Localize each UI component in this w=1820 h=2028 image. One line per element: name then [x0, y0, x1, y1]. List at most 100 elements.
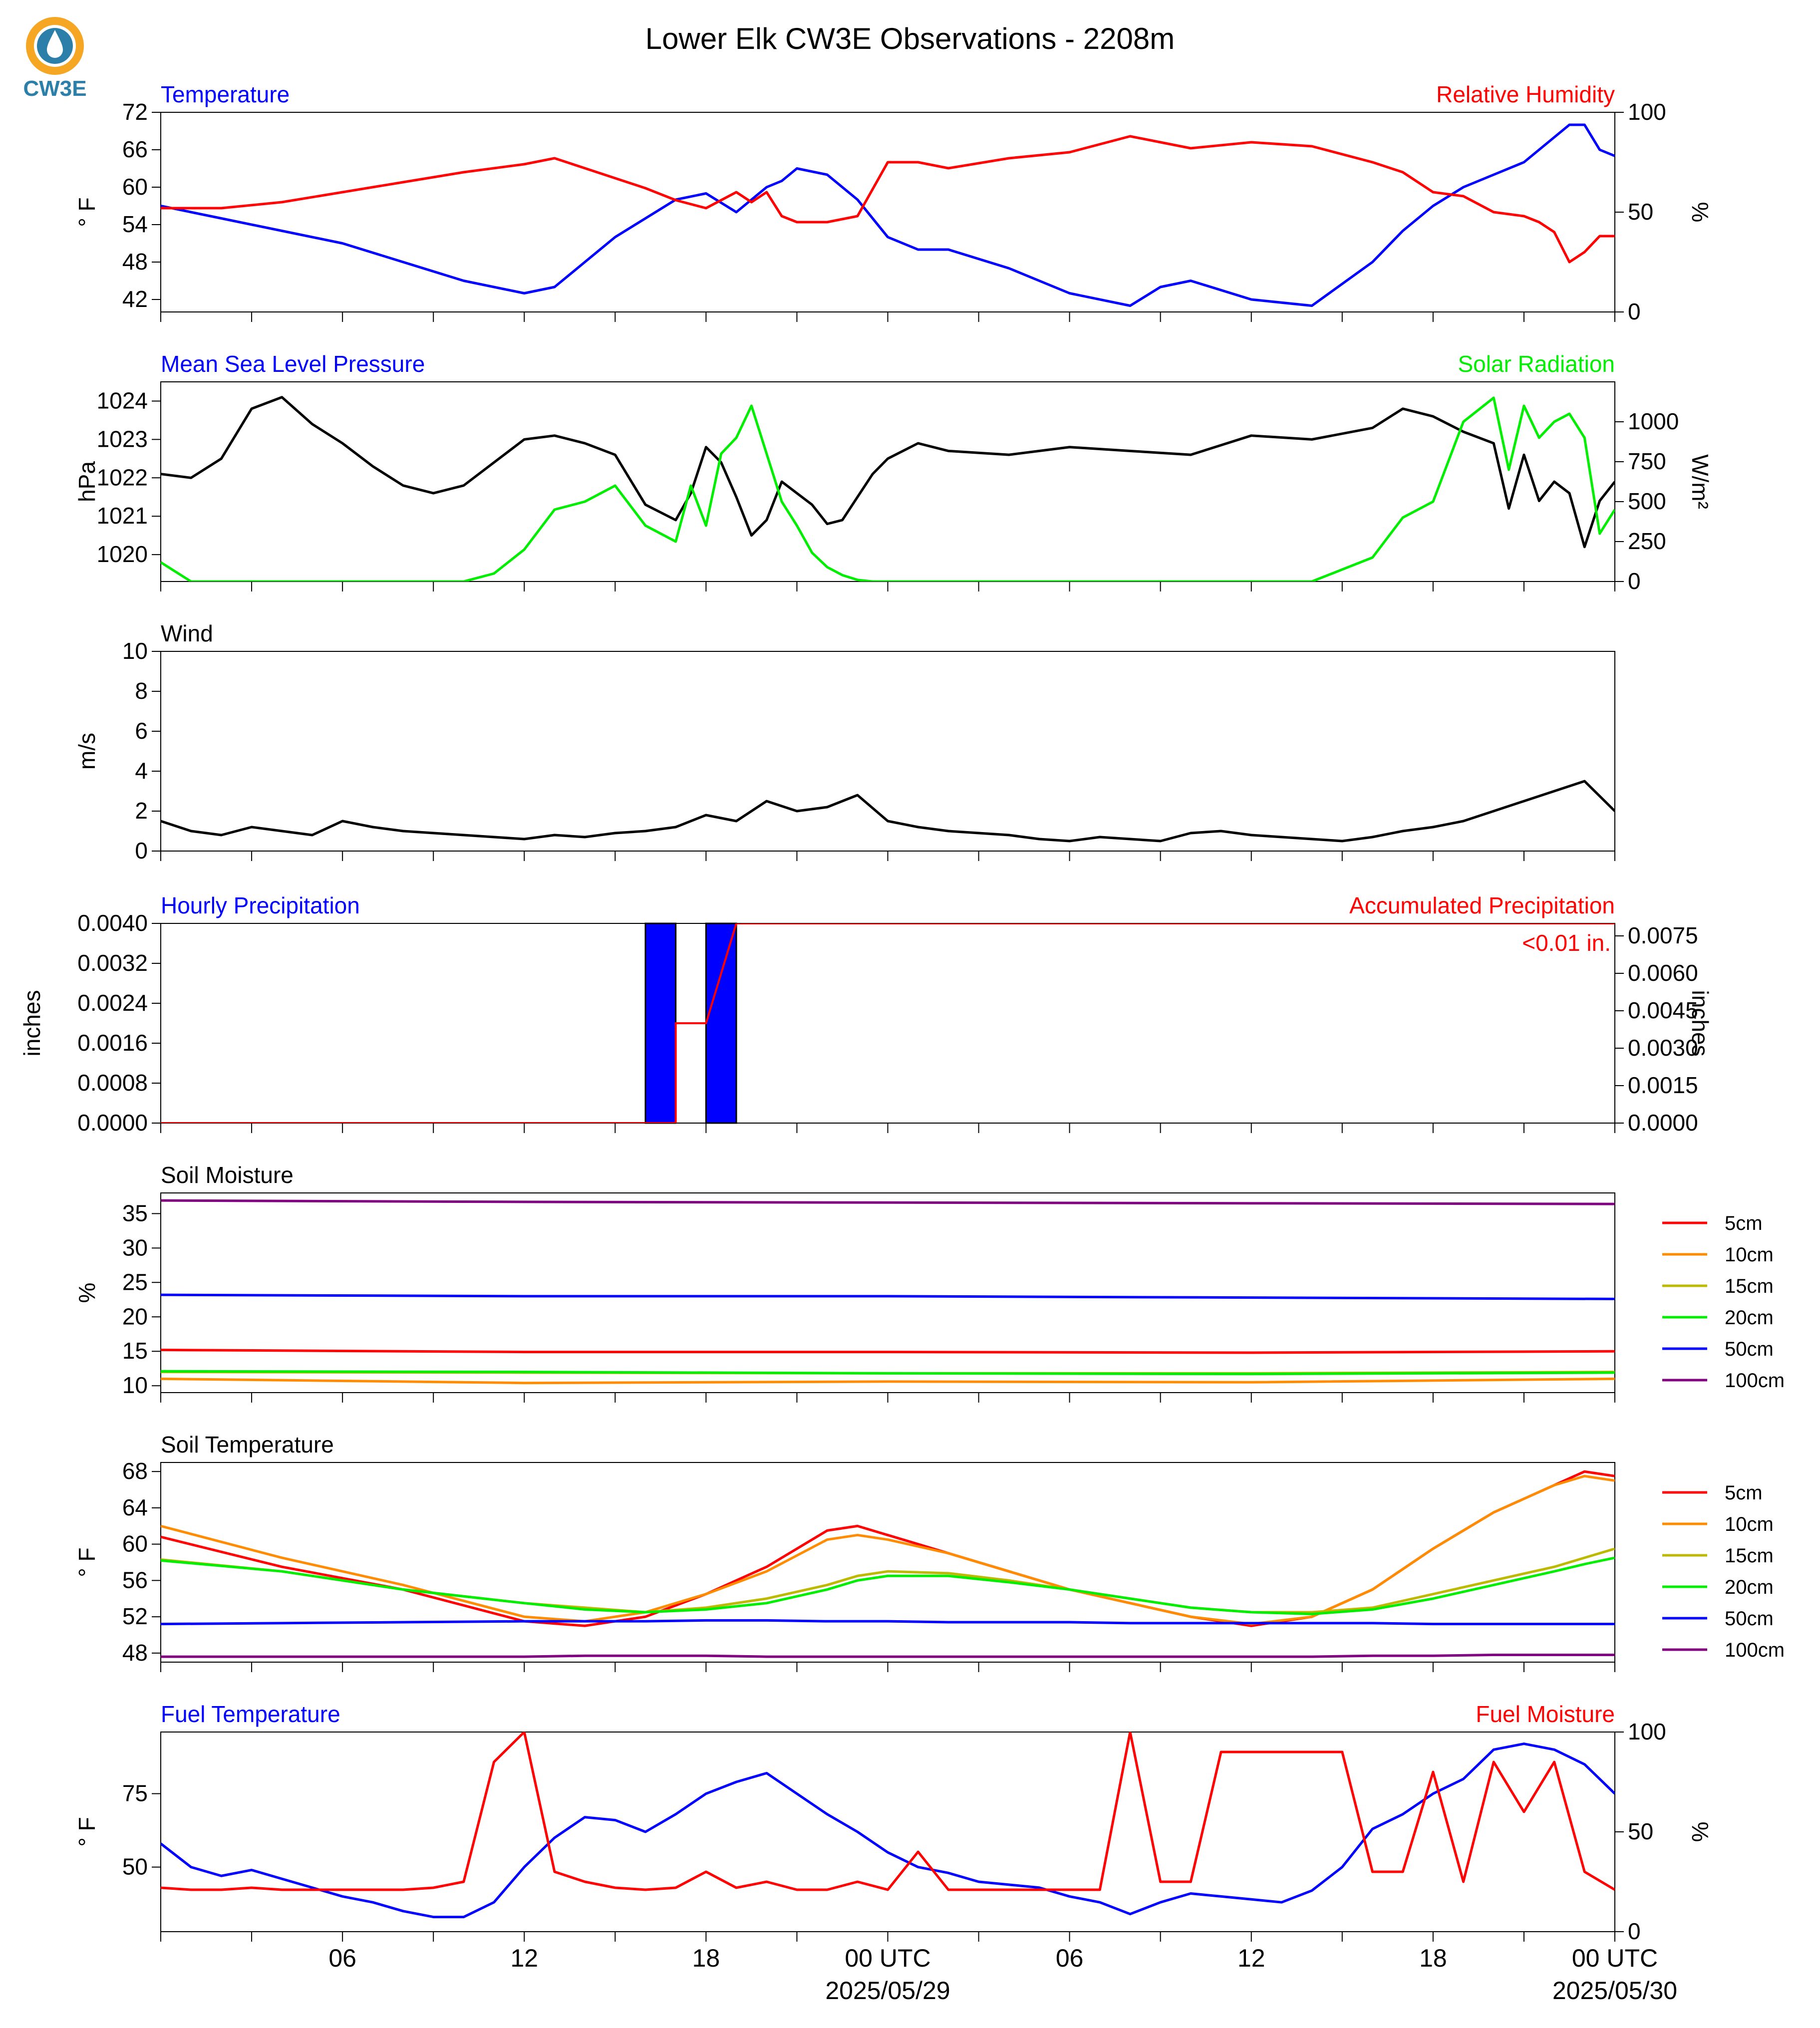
y-tick-label: 2: [135, 798, 148, 824]
y2-tick-label: 0.0000: [1628, 1110, 1698, 1136]
y2-axis-label: %: [1687, 202, 1713, 223]
y-tick-label: 1023: [97, 426, 148, 452]
y2-tick-label: 0.0045: [1628, 997, 1698, 1023]
plot-frame: [160, 1732, 1615, 1932]
panel-5: Soil Moisture 10 15 20 25 30 35% 5cm 10cm 15cm 20c…: [74, 1162, 1785, 1403]
y-tick-label: 60: [122, 174, 148, 200]
panel-2: Mean Sea Level Pressure Solar Radiation 10…: [74, 351, 1713, 594]
panel-1: Temperature Relative Humidity 42 48 54 60 66 72…: [74, 81, 1713, 324]
series-line-1: [161, 1732, 1615, 1891]
y-tick-label: 60: [122, 1531, 148, 1557]
y2-tick-label: 0.0015: [1628, 1072, 1698, 1098]
precip-bar: [644, 922, 677, 1124]
y-tick-label: 10: [122, 638, 148, 664]
legend-label: 20cm: [1725, 1576, 1774, 1598]
y-tick-label: 1020: [97, 541, 148, 567]
plot-frame: [160, 923, 1615, 1124]
y-tick-label: 1022: [97, 464, 148, 490]
series-line-0: [161, 1742, 1615, 1919]
series-line-0: [161, 123, 1615, 307]
plot-frame: [160, 1462, 1615, 1663]
panel-left-title: Soil Moisture: [161, 1162, 294, 1188]
series-line-1: [161, 396, 1615, 581]
series-line-4: [161, 1619, 1615, 1626]
series-line-1: [161, 135, 1615, 264]
y-axis-label: hPa: [74, 461, 100, 502]
plot-frame: [160, 112, 1615, 312]
series-line-1: [161, 1377, 1615, 1385]
y-tick-label: 0.0024: [77, 990, 148, 1016]
y-tick-label: 30: [122, 1234, 148, 1260]
y-tick-label: 25: [122, 1269, 148, 1295]
y-tick-label: 35: [122, 1200, 148, 1226]
y-tick-label: 56: [122, 1567, 148, 1593]
y-tick-label: 6: [135, 718, 148, 744]
legend-label: 10cm: [1725, 1244, 1774, 1266]
y-tick-label: 4: [135, 758, 148, 784]
y2-tick-label: 50: [1628, 199, 1653, 225]
panel-4: Hourly Precipitation Accumulated Precipit…: [19, 892, 1713, 1136]
legend-label: 20cm: [1725, 1307, 1774, 1329]
panel-right-title: Solar Radiation: [1458, 351, 1615, 377]
panel-7: Fuel Temperature Fuel Moisture 50 75 0 50 100 °…: [74, 1701, 1713, 1944]
x-tick-label: 12: [1237, 1944, 1265, 1972]
legend-label: 5cm: [1725, 1212, 1763, 1234]
x-tick-label: 00 UTC: [1572, 1944, 1658, 1972]
panel-right-title: Relative Humidity: [1436, 81, 1615, 107]
y2-axis-label: W/m²: [1687, 454, 1713, 509]
y-axis-label: inches: [19, 990, 45, 1057]
panel-left-title: Soil Temperature: [161, 1432, 334, 1457]
y-tick-label: 15: [122, 1338, 148, 1364]
y2-tick-label: 0.0030: [1628, 1035, 1698, 1061]
panel-left-title: Hourly Precipitation: [161, 892, 360, 918]
series-line-3: [161, 1370, 1615, 1376]
x-tick-label: 12: [510, 1944, 538, 1972]
legend-label: 10cm: [1725, 1513, 1774, 1535]
y-tick-label: 10: [122, 1372, 148, 1398]
y-tick-label: 0.0000: [77, 1110, 148, 1136]
y-tick-label: 48: [122, 1640, 148, 1666]
y2-tick-label: 100: [1628, 99, 1666, 125]
panel-6: Soil Temperature 48 52 56 60 64 68 ° F 5cm 10cm 15…: [74, 1432, 1785, 1672]
legend-label: 50cm: [1725, 1338, 1774, 1360]
y-tick-label: 1024: [97, 387, 148, 413]
y-tick-label: 52: [122, 1603, 148, 1629]
y-tick-label: 0.0040: [77, 910, 148, 936]
legend-label: 50cm: [1725, 1608, 1774, 1630]
y2-tick-label: 0.0075: [1628, 922, 1698, 948]
y2-tick-label: 50: [1628, 1818, 1653, 1844]
panel-right-title: Fuel Moisture: [1476, 1701, 1615, 1727]
panel-left-title: Wind: [161, 620, 213, 646]
x-tick-label: 06: [328, 1944, 356, 1972]
precip-bar: [705, 922, 737, 1124]
y-axis-label: m/s: [74, 733, 100, 770]
x-date-label: 2025/05/29: [825, 1977, 950, 2005]
series-line-0: [161, 780, 1615, 843]
y2-tick-label: 0: [1628, 1918, 1641, 1944]
y-tick-label: 50: [122, 1854, 148, 1880]
series-line-0: [161, 396, 1615, 549]
y-tick-label: 72: [122, 99, 148, 125]
y-tick-label: 8: [135, 678, 148, 704]
logo-ring: [26, 17, 84, 75]
y-tick-label: 0.0008: [77, 1070, 148, 1096]
y-tick-label: 75: [122, 1780, 148, 1806]
legend-label: 5cm: [1725, 1482, 1763, 1504]
cw3e-logo: CW3E: [23, 17, 87, 101]
y-tick-label: 0: [135, 838, 148, 864]
panel-3: Wind 0 2 4 6 8 10 m/s: [74, 620, 1615, 864]
y-tick-label: 0.0016: [77, 1030, 148, 1056]
series-line-4: [161, 1293, 1615, 1300]
y-axis-label: ° F: [74, 1817, 100, 1846]
figure-title: Lower Elk CW3E Observations - 2208m: [645, 22, 1175, 55]
y-tick-label: 42: [122, 286, 148, 312]
y-axis-label: %: [74, 1283, 100, 1303]
y-axis-label: ° F: [74, 1547, 100, 1577]
x-date-label: 2025/05/30: [1552, 1977, 1677, 2005]
x-tick-label: 18: [692, 1944, 720, 1972]
x-tick-label: 06: [1056, 1944, 1084, 1972]
y-tick-label: 68: [122, 1458, 148, 1484]
panel-left-title: Fuel Temperature: [161, 1701, 340, 1727]
panels: Temperature Relative Humidity424854606672…: [19, 81, 1785, 2005]
series-line-5: [161, 1199, 1615, 1205]
